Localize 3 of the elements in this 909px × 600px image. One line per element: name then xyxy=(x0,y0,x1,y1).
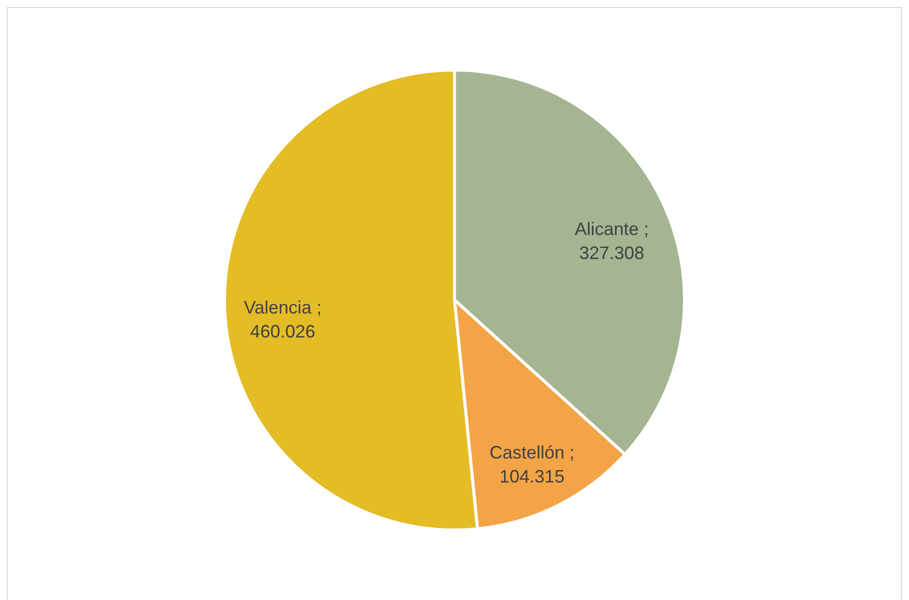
slice-label: Valencia ; 460.026 xyxy=(244,298,322,342)
slice-label: Castellón ; 104.315 xyxy=(490,442,575,487)
slice-label: Alicante ; 327.308 xyxy=(574,219,649,264)
